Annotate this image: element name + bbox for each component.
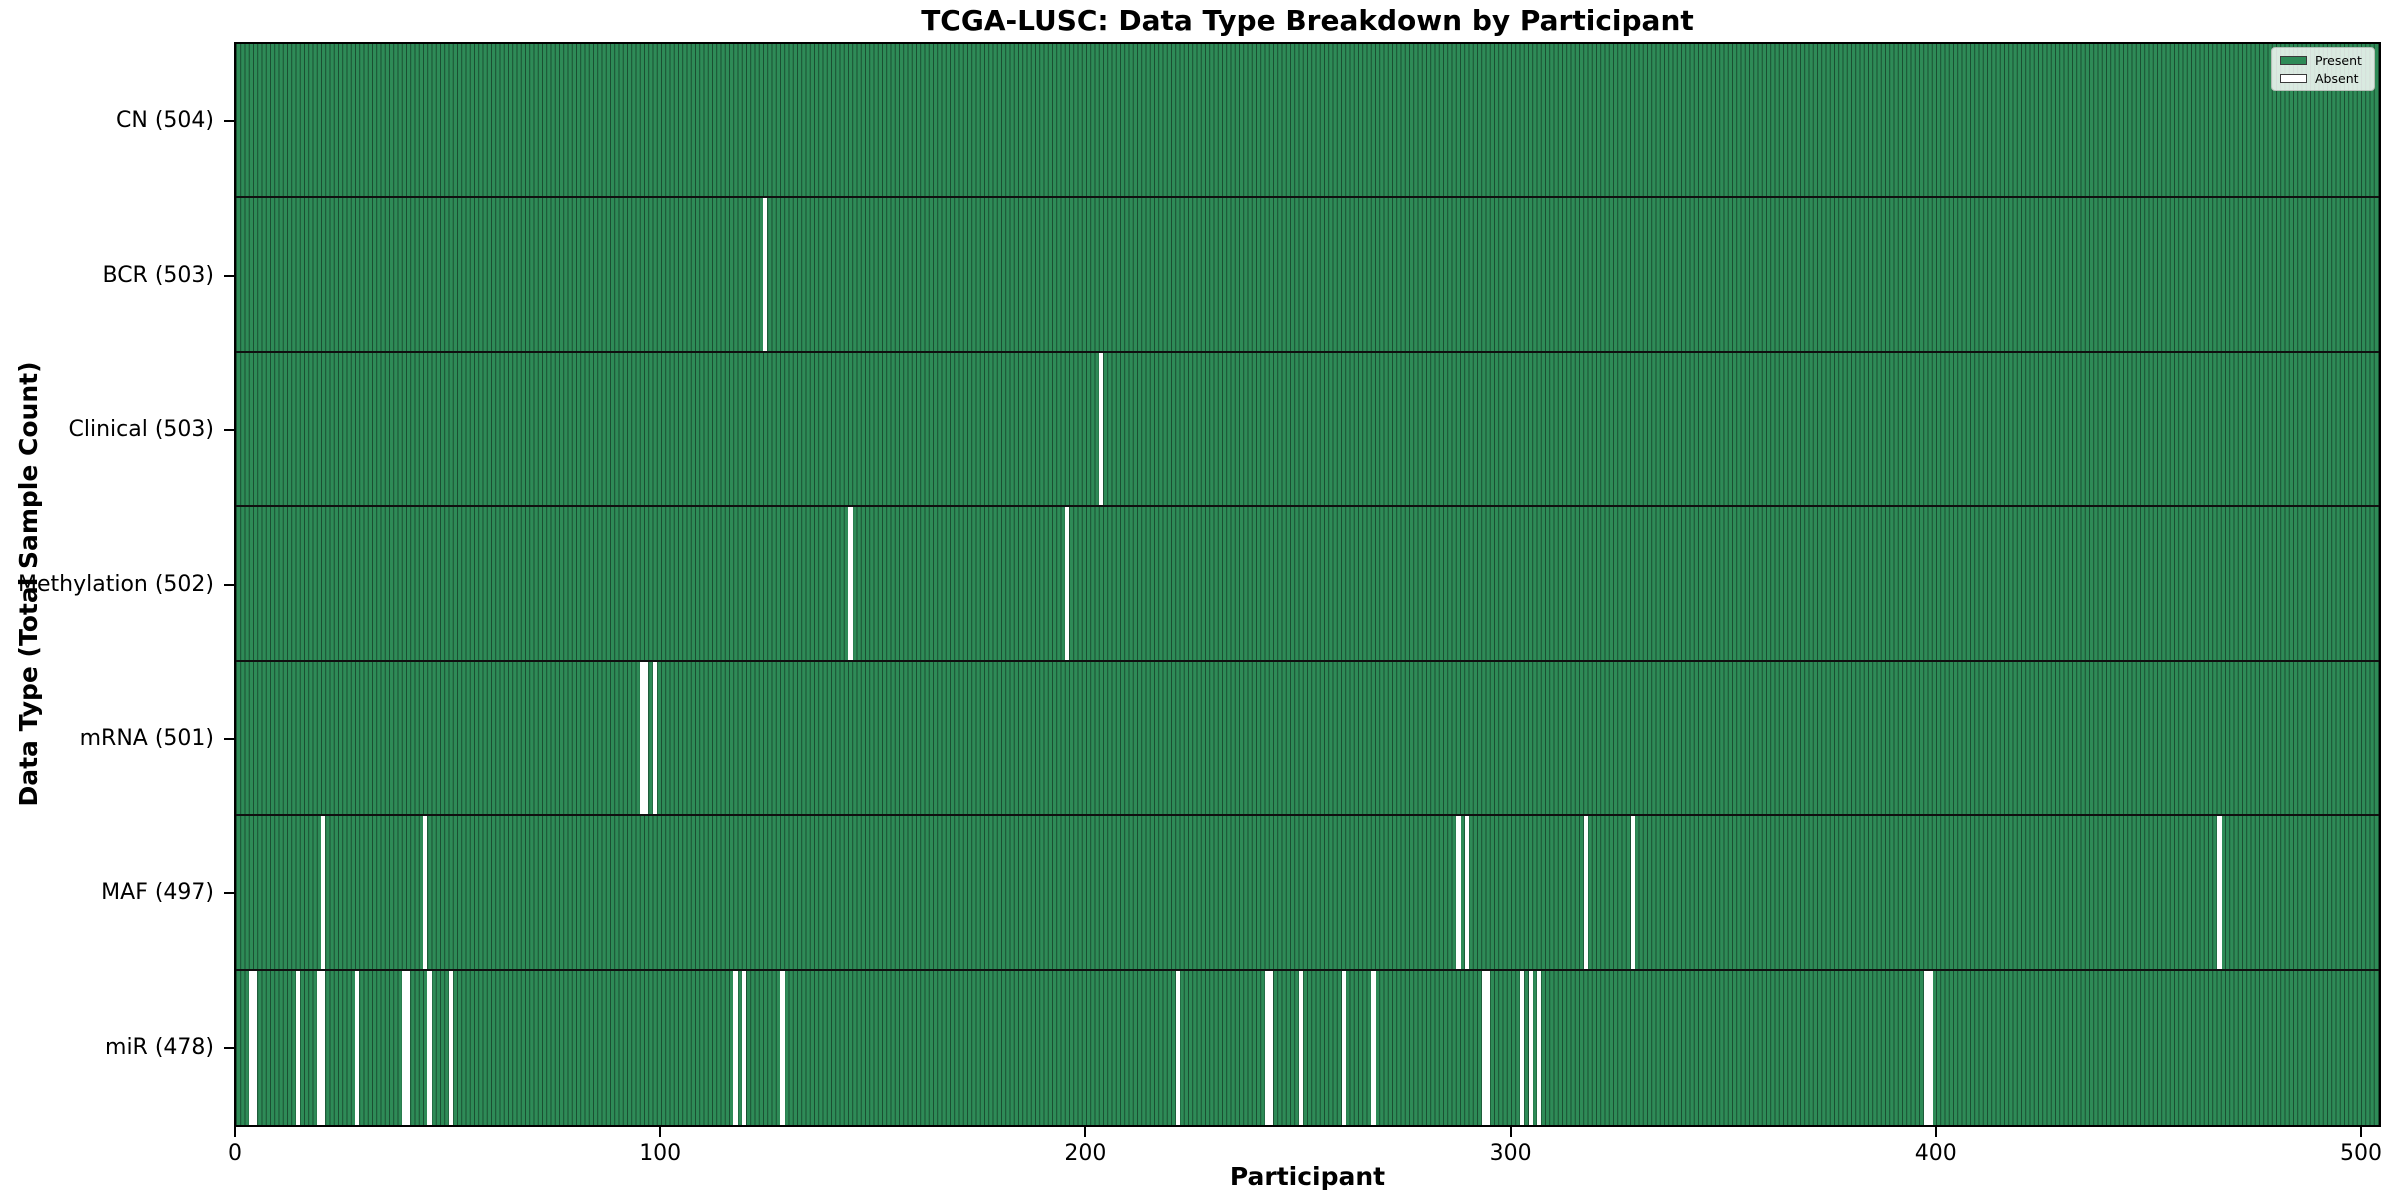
row-MAF	[236, 816, 2379, 971]
plot-area: Present Absent	[234, 42, 2381, 1127]
absent-stripe-mRNA-95	[639, 661, 645, 815]
legend-absent-label: Absent	[2315, 71, 2359, 86]
y-tick-label-CN: CN (504)	[116, 108, 214, 134]
absent-stripe-miR-4	[253, 970, 258, 1125]
legend-absent-swatch	[2280, 74, 2307, 83]
y-tick-label-Methylation: Methylation (502)	[18, 571, 214, 597]
absent-stripe-BCR-124	[763, 198, 768, 351]
x-tick-200	[1084, 1127, 1087, 1137]
x-tick-0	[234, 1127, 236, 1137]
bars-layer	[236, 44, 2379, 1125]
y-tick-label-BCR: BCR (503)	[102, 262, 214, 288]
y-tick-Clinical	[224, 429, 234, 432]
chart-title: TCGA-LUSC: Data Type Breakdown by Partic…	[921, 4, 1694, 37]
absent-stripe-miR-260	[1341, 970, 1346, 1125]
row-Methylation	[236, 507, 2379, 662]
row-BCR	[236, 198, 2379, 353]
y-tick-mRNA	[224, 737, 234, 740]
absent-stripe-miR-50	[448, 970, 453, 1125]
absent-stripe-MAF-328	[1630, 816, 1635, 969]
absent-stripe-MAF-287	[1456, 816, 1461, 969]
x-tick-300	[1509, 1127, 1512, 1137]
y-tick-BCR	[224, 274, 234, 277]
x-tick-label-300: 300	[1489, 1141, 1532, 1166]
absent-stripe-miR-397	[1924, 970, 1929, 1125]
x-tick-label-0: 0	[228, 1141, 242, 1166]
absent-stripe-mRNA-96	[644, 661, 649, 815]
absent-stripe-miR-39	[401, 970, 407, 1125]
absent-stripe-MAF-44	[423, 816, 428, 969]
absent-stripe-miR-250	[1298, 970, 1304, 1125]
absent-stripe-miR-3	[248, 970, 253, 1125]
absent-stripe-miR-267	[1371, 970, 1376, 1125]
y-tick-CN	[224, 120, 234, 123]
absent-stripe-miR-243	[1269, 970, 1274, 1125]
absent-stripe-miR-221	[1175, 970, 1180, 1125]
absent-stripe-miR-19	[316, 970, 322, 1125]
y-tick-MAF	[224, 892, 234, 895]
absent-stripe-miR-20	[321, 970, 326, 1125]
row-CN	[236, 44, 2379, 199]
legend: Present Absent	[2271, 47, 2375, 91]
absent-stripe-Methylation-144	[848, 507, 853, 660]
legend-present-swatch	[2280, 56, 2307, 65]
x-tick-label-100: 100	[639, 1141, 682, 1166]
y-tick-label-MAF: MAF (497)	[101, 880, 214, 906]
absent-stripe-miR-45	[427, 970, 432, 1125]
x-tick-label-500: 500	[2339, 1141, 2382, 1166]
absent-stripe-miR-294	[1486, 970, 1491, 1125]
y-tick-miR	[224, 1046, 234, 1049]
absent-stripe-miR-242	[1264, 970, 1270, 1125]
absent-stripe-miR-128	[780, 970, 785, 1125]
absent-stripe-miR-302	[1520, 970, 1525, 1125]
y-tick-Methylation	[224, 583, 234, 586]
row-mRNA	[236, 661, 2379, 817]
x-tick-500	[2359, 1127, 2362, 1137]
absent-stripe-miR-398	[1928, 970, 1933, 1125]
legend-item-present: Present	[2280, 54, 2366, 67]
x-tick-label-200: 200	[1064, 1141, 1107, 1166]
absent-stripe-miR-14	[295, 970, 300, 1125]
y-tick-label-mRNA: mRNA (501)	[79, 725, 214, 751]
absent-stripe-MAF-20	[321, 816, 326, 969]
legend-present-label: Present	[2315, 53, 2362, 68]
y-tick-label-miR: miR (478)	[105, 1034, 214, 1060]
absent-stripe-MAF-317	[1583, 816, 1589, 969]
row-Clinical	[236, 352, 2379, 508]
absent-stripe-mRNA-98	[652, 661, 657, 815]
absent-stripe-Methylation-195	[1065, 507, 1070, 660]
absent-stripe-MAF-289	[1464, 816, 1470, 969]
absent-stripe-miR-293	[1481, 970, 1487, 1125]
x-tick-400	[1934, 1127, 1937, 1137]
absent-stripe-MAF-466	[2217, 816, 2222, 969]
row-miR	[236, 970, 2379, 1125]
absent-stripe-miR-119	[741, 970, 747, 1125]
absent-stripe-Clinical-203	[1099, 352, 1104, 506]
x-tick-label-400: 400	[1914, 1141, 1957, 1166]
x-tick-100	[659, 1127, 662, 1137]
y-tick-label-Clinical: Clinical (503)	[68, 417, 214, 443]
absent-stripe-miR-40	[406, 970, 411, 1125]
absent-stripe-miR-117	[733, 970, 738, 1125]
x-axis-label: Participant	[1229, 1162, 1386, 1191]
absent-stripe-miR-306	[1537, 970, 1542, 1125]
legend-item-absent: Absent	[2280, 72, 2366, 85]
absent-stripe-miR-304	[1528, 970, 1533, 1125]
absent-stripe-miR-28	[355, 970, 360, 1125]
